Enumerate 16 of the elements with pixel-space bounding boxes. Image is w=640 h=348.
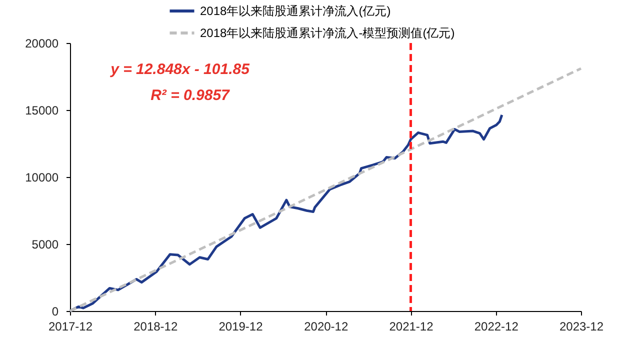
y-tick-label: 0 [52,304,59,318]
y-tick-label: 10000 [25,170,59,184]
x-tick-label: 2023-12 [559,320,604,334]
legend-label: 2018年以来陆股通累计净流入(亿元) [200,4,391,18]
x-tick-label: 2018-12 [134,320,178,334]
y-tick-label: 20000 [25,36,59,50]
y-tick-label: 5000 [32,238,59,252]
annotation: R² = 0.9857 [150,87,230,104]
y-tick-label: 15000 [25,104,59,118]
x-tick-label: 2020-12 [304,320,348,334]
annotation: y = 12.848x - 101.85 [110,61,250,78]
x-tick-label: 2017-12 [48,320,93,334]
x-tick-label: 2022-12 [474,320,519,334]
legend-label: 2018年以来陆股通累计净流入-模型预测值(亿元) [200,26,455,40]
x-tick-label: 2021-12 [389,320,434,334]
x-tick-label: 2019-12 [218,320,264,334]
